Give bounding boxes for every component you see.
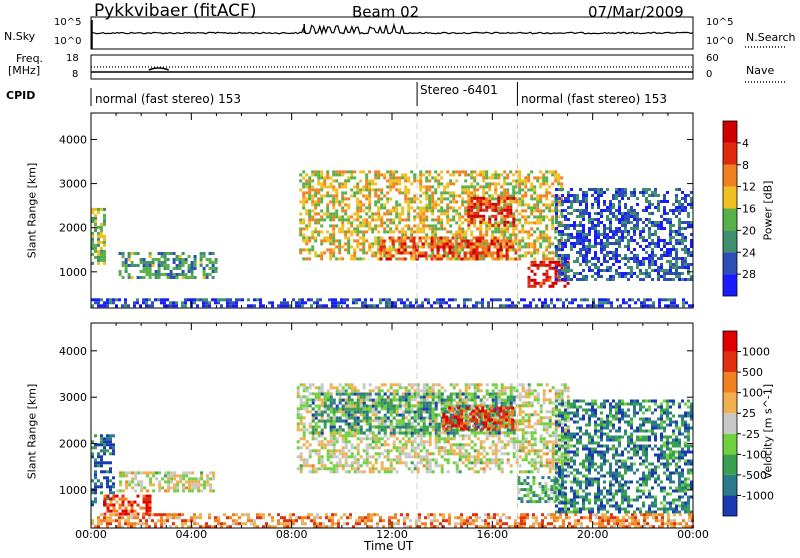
power-colorbar-tick-label: 16 — [742, 203, 756, 216]
power-ylabel: Slant Range [km] — [26, 161, 39, 261]
nsky-right-tick-bottom: 10^0 — [706, 36, 733, 47]
velocity-colorbar-swatch — [723, 393, 737, 414]
velocity-colorbar-tick-label: -25 — [742, 428, 760, 441]
nave-right-tick-bottom: 0 — [706, 69, 712, 80]
nsearch-label: N.Search — [746, 31, 796, 44]
date-title: 07/Mar/2009 — [588, 3, 684, 21]
velocity-colorbar-tick-label: -1000 — [742, 489, 774, 502]
nave-label: Nave — [746, 64, 774, 77]
velocity-heatmap-cells — [91, 383, 694, 528]
velocity-colorbar-swatch — [723, 413, 737, 434]
nsky-right-tick-top: 10^5 — [706, 17, 733, 28]
cpid-label: CPID — [6, 89, 35, 102]
cpid-segment-2: Stereo -6401 — [420, 83, 498, 97]
velocity-colorbar-swatch — [723, 475, 737, 496]
freq-left-tick-bottom: 8 — [72, 69, 78, 80]
x-tick-label: 00:00 — [677, 528, 709, 541]
power-colorbar-swatch — [723, 209, 737, 231]
velocity-colorbar-swatch — [723, 352, 737, 373]
power-colorbar-tick-label: 12 — [742, 181, 756, 194]
velocity-colorbar-tick-label: 500 — [742, 366, 763, 379]
velocity-colorbar-swatch — [723, 495, 737, 516]
power-colorbar-title: Power [dB] — [762, 161, 775, 261]
velocity-ytick-label: 1000 — [59, 484, 87, 497]
power-heatmap-cells — [91, 170, 694, 307]
power-colorbar-tick-label: 28 — [742, 268, 756, 281]
power-ytick-label: 4000 — [59, 133, 87, 146]
velocity-colorbar-tick-label: 100 — [742, 387, 763, 400]
station-title: Pykkvibaer (fitACF) — [94, 1, 256, 21]
velocity-ytick-label: 3000 — [59, 391, 87, 404]
velocity-ytick-label: 2000 — [59, 438, 87, 451]
velocity-colorbar-swatch — [723, 434, 737, 455]
cpid-segment-3: normal (fast stereo) 153 — [521, 92, 667, 106]
power-colorbar-swatch — [723, 165, 737, 187]
power-colorbar-tick-label: 24 — [742, 246, 756, 259]
power-ytick-label: 1000 — [59, 266, 87, 279]
power-colorbar-swatch — [723, 274, 737, 296]
x-tick-label: 08:00 — [276, 528, 308, 541]
velocity-colorbar-swatch — [723, 372, 737, 393]
velocity-colorbar-tick-label: 1000 — [742, 346, 770, 359]
freq-left-tick-top: 18 — [66, 53, 79, 64]
freq-label-line2: [MHz] — [8, 64, 40, 77]
power-ytick-label: 3000 — [59, 178, 87, 191]
power-colorbar-tick-label: 8 — [742, 159, 749, 172]
velocity-ytick-label: 4000 — [59, 345, 87, 358]
nsky-left-tick-top: 10^5 — [54, 17, 81, 28]
power-colorbar-swatch — [723, 143, 737, 165]
velocity-colorbar-swatch — [723, 331, 737, 352]
power-ytick-label: 2000 — [59, 222, 87, 235]
velocity-colorbar-swatch — [723, 454, 737, 475]
velocity-colorbar-tick-label: 25 — [742, 407, 756, 420]
power-colorbar-swatch — [723, 252, 737, 274]
x-tick-label: 00:00 — [75, 528, 107, 541]
velocity-colorbar-title: Velocity [m s^-1] — [762, 382, 775, 482]
beam-title: Beam 02 — [352, 3, 419, 21]
cpid-segment-1: normal (fast stereo) 153 — [95, 92, 241, 106]
x-tick-label: 04:00 — [175, 528, 207, 541]
nsky-trace — [91, 25, 693, 34]
x-axis-title: Time UT — [364, 539, 413, 553]
nsky-left-tick-bottom: 10^0 — [54, 36, 81, 47]
nave-right-tick-top: 60 — [706, 53, 719, 64]
power-colorbar-tick-label: 4 — [742, 137, 749, 150]
power-colorbar-swatch — [723, 230, 737, 252]
power-colorbar-tick-label: 20 — [742, 224, 756, 237]
velocity-ylabel: Slant Range [km] — [26, 382, 39, 482]
power-colorbar-swatch — [723, 121, 737, 143]
x-tick-label: 20:00 — [577, 528, 609, 541]
freq-wiggle — [149, 68, 169, 70]
x-tick-label: 16:00 — [476, 528, 508, 541]
power-colorbar-swatch — [723, 187, 737, 209]
nsky-label: N.Sky — [4, 30, 35, 43]
